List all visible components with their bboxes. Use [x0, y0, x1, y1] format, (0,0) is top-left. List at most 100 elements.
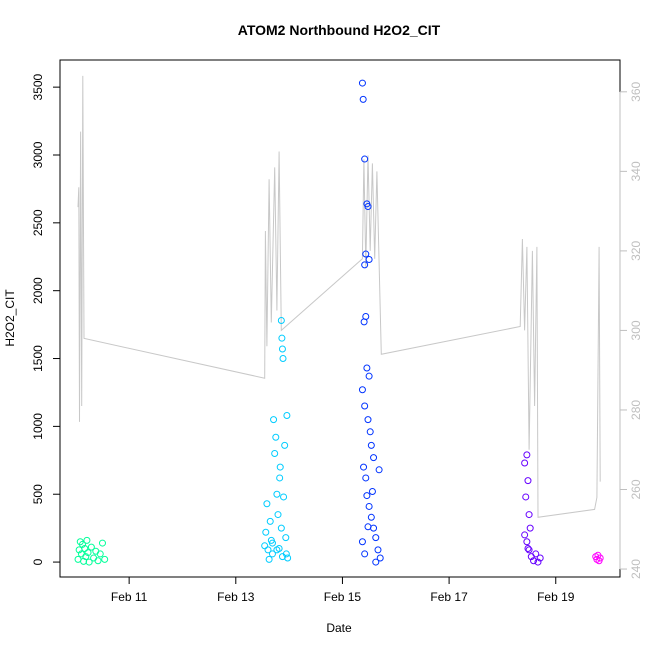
right-y-axis: 240 260 280 300 320 340 360 — [619, 81, 643, 579]
data-point — [358, 386, 366, 394]
y-tick-label: 2500 — [31, 209, 45, 236]
data-point — [82, 553, 90, 561]
data-point — [92, 547, 100, 555]
data-point — [265, 555, 273, 563]
data-point — [370, 454, 378, 462]
data-point — [530, 557, 538, 565]
data-point — [280, 493, 288, 501]
data-point — [525, 511, 533, 519]
data-point — [278, 345, 286, 353]
points-layer — [74, 79, 604, 566]
data-point — [277, 317, 285, 325]
data-point — [368, 488, 376, 496]
y2-tick-label: 340 — [629, 161, 643, 181]
data-point — [374, 546, 382, 554]
x-axis-label: Date — [326, 621, 352, 635]
data-point — [362, 312, 370, 320]
data-point — [522, 493, 530, 501]
y2-tick-label: 360 — [629, 81, 643, 101]
data-point — [525, 546, 533, 554]
data-point — [278, 334, 286, 342]
data-point — [521, 531, 529, 539]
data-point — [87, 543, 95, 551]
data-point — [262, 528, 270, 536]
data-point — [281, 441, 289, 449]
data-point — [268, 550, 276, 558]
data-point — [361, 550, 369, 558]
data-point — [365, 255, 373, 263]
data-point — [363, 364, 371, 372]
data-point — [361, 155, 369, 163]
y-tick-label: 3000 — [31, 141, 45, 168]
data-point — [268, 539, 276, 547]
data-point — [272, 433, 280, 441]
data-point — [264, 546, 272, 554]
y-tick-label: 500 — [31, 484, 45, 504]
data-point — [261, 542, 269, 550]
data-point — [271, 450, 279, 458]
x-axis: Feb 11 Feb 13 Feb 15 Feb 17 Feb 19 — [111, 576, 575, 604]
data-point — [277, 524, 285, 532]
data-point — [270, 416, 278, 424]
y-tick-label: 1500 — [31, 345, 45, 372]
data-point — [276, 474, 284, 482]
data-point — [98, 539, 106, 547]
y-tick-label: 1000 — [31, 413, 45, 440]
x-tick-label: Feb 13 — [217, 590, 255, 604]
data-point — [362, 474, 370, 482]
data-point — [365, 502, 373, 510]
data-point — [266, 517, 274, 525]
chart-title: ATOM2 Northbound H2O2_CIT — [238, 22, 441, 38]
y2-tick-label: 280 — [629, 400, 643, 420]
data-point — [372, 534, 380, 542]
data-point — [273, 546, 281, 554]
data-point — [361, 261, 369, 269]
data-point — [90, 554, 98, 562]
x-tick-label: Feb 11 — [111, 590, 148, 604]
x-tick-label: Feb 19 — [537, 590, 575, 604]
x-tick-label: Feb 17 — [430, 590, 468, 604]
data-point — [366, 428, 374, 436]
y-tick-label: 2000 — [31, 277, 45, 304]
data-point — [367, 441, 375, 449]
data-point — [376, 554, 384, 562]
y2-tick-label: 240 — [629, 559, 643, 579]
data-point — [359, 95, 367, 103]
data-point — [362, 250, 370, 258]
data-point — [526, 524, 534, 532]
x-tick-label: Feb 15 — [324, 590, 362, 604]
data-point — [96, 550, 104, 558]
data-point — [372, 558, 380, 566]
data-point — [596, 554, 604, 562]
data-point — [360, 463, 368, 471]
y-tick-label: 0 — [31, 558, 45, 565]
data-point — [370, 524, 378, 532]
data-point — [363, 492, 371, 500]
y2-tick-label: 300 — [629, 320, 643, 340]
data-point — [84, 549, 92, 557]
data-point — [524, 477, 532, 485]
data-point — [85, 558, 93, 566]
data-point — [283, 412, 291, 420]
y-tick-label: 3500 — [31, 73, 45, 100]
data-point — [364, 416, 372, 424]
data-point — [523, 451, 531, 459]
data-point — [83, 536, 91, 544]
y2-tick-label: 320 — [629, 241, 643, 261]
data-point — [367, 513, 375, 521]
data-point — [81, 545, 89, 553]
data-point — [523, 538, 531, 546]
data-point — [274, 511, 282, 519]
y-axis: 0 500 1000 1500 2000 2500 3000 3500 — [31, 73, 61, 565]
data-point — [534, 558, 542, 566]
data-point — [358, 79, 366, 87]
data-point — [536, 554, 544, 562]
data-point — [364, 523, 372, 531]
y-axis-label: H2O2_CIT — [3, 289, 17, 347]
data-point — [284, 554, 292, 562]
data-point — [365, 372, 373, 380]
y2-tick-label: 260 — [629, 479, 643, 499]
data-point — [364, 203, 372, 211]
data-point — [101, 555, 109, 563]
